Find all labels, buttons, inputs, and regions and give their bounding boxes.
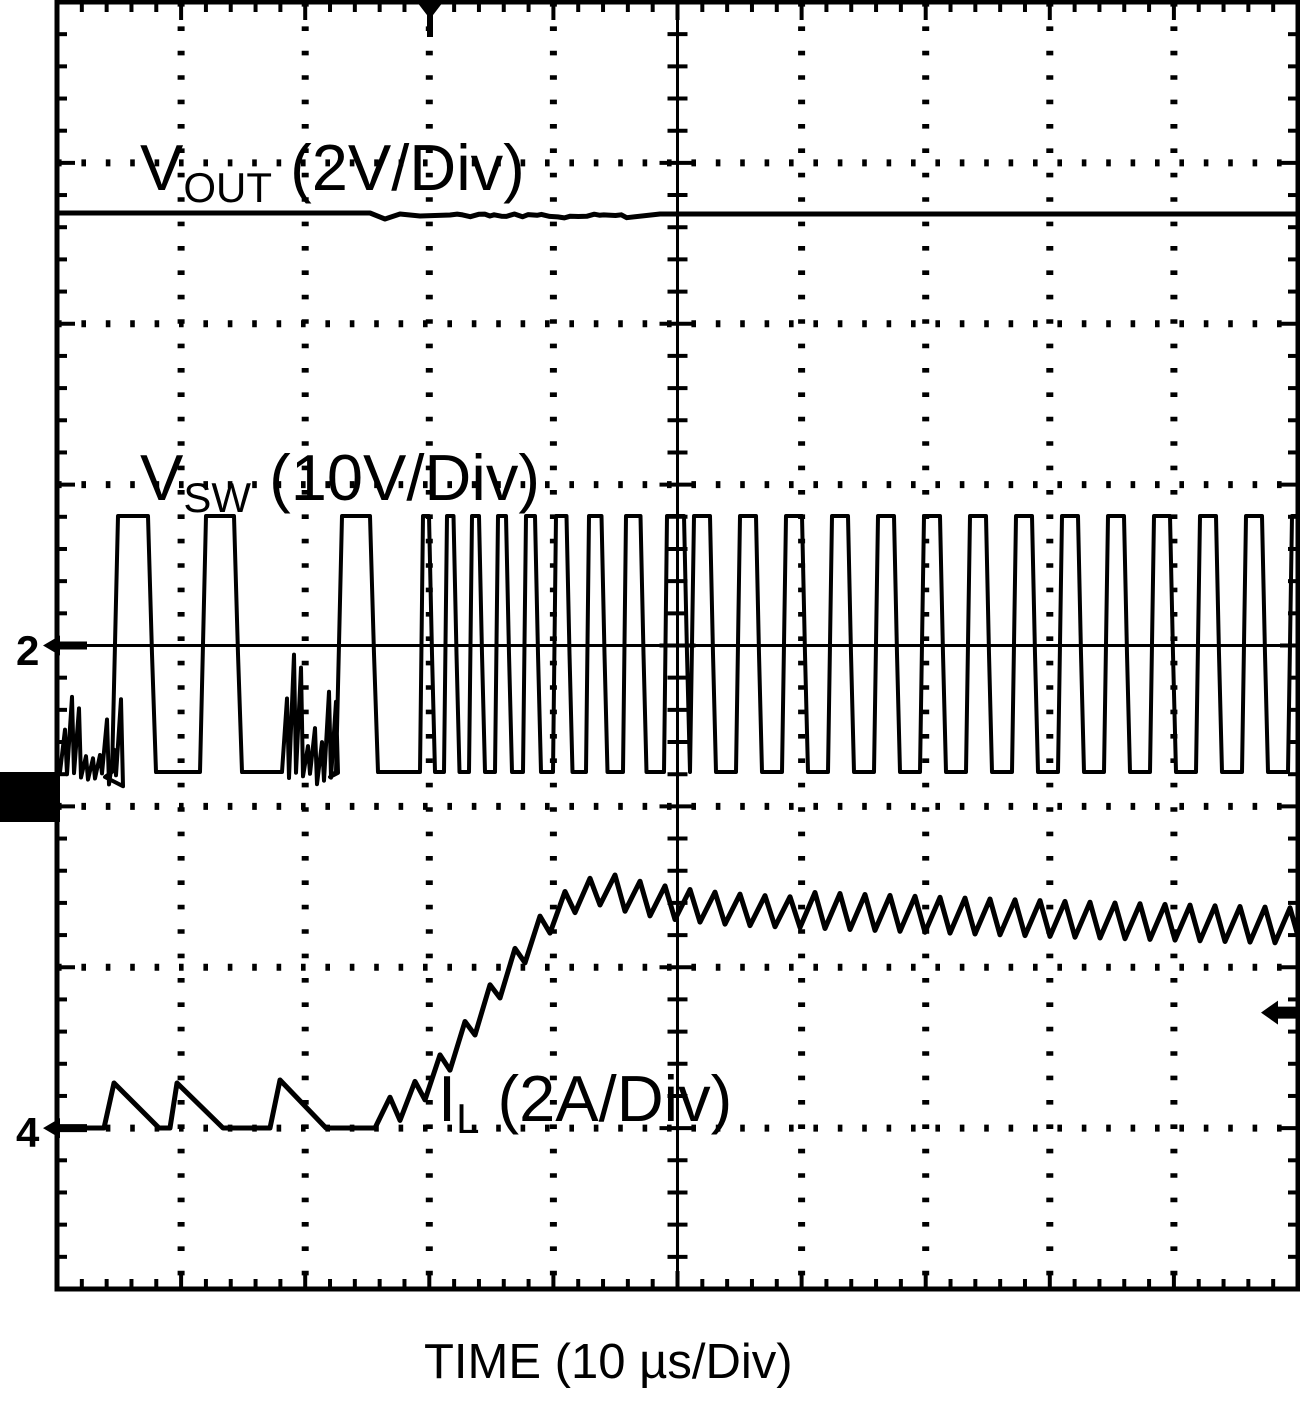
svg-text:VSW (10V/Div): VSW (10V/Div) [140,441,540,521]
svg-text:2: 2 [16,627,39,674]
svg-text:VOUT (2V/Div): VOUT (2V/Div) [140,131,525,211]
svg-text:4: 4 [16,1109,40,1156]
svg-text:TIME (10 µs/Div): TIME (10 µs/Div) [424,1335,793,1389]
svg-text:IL (2A/Div): IL (2A/Div) [438,1062,732,1142]
